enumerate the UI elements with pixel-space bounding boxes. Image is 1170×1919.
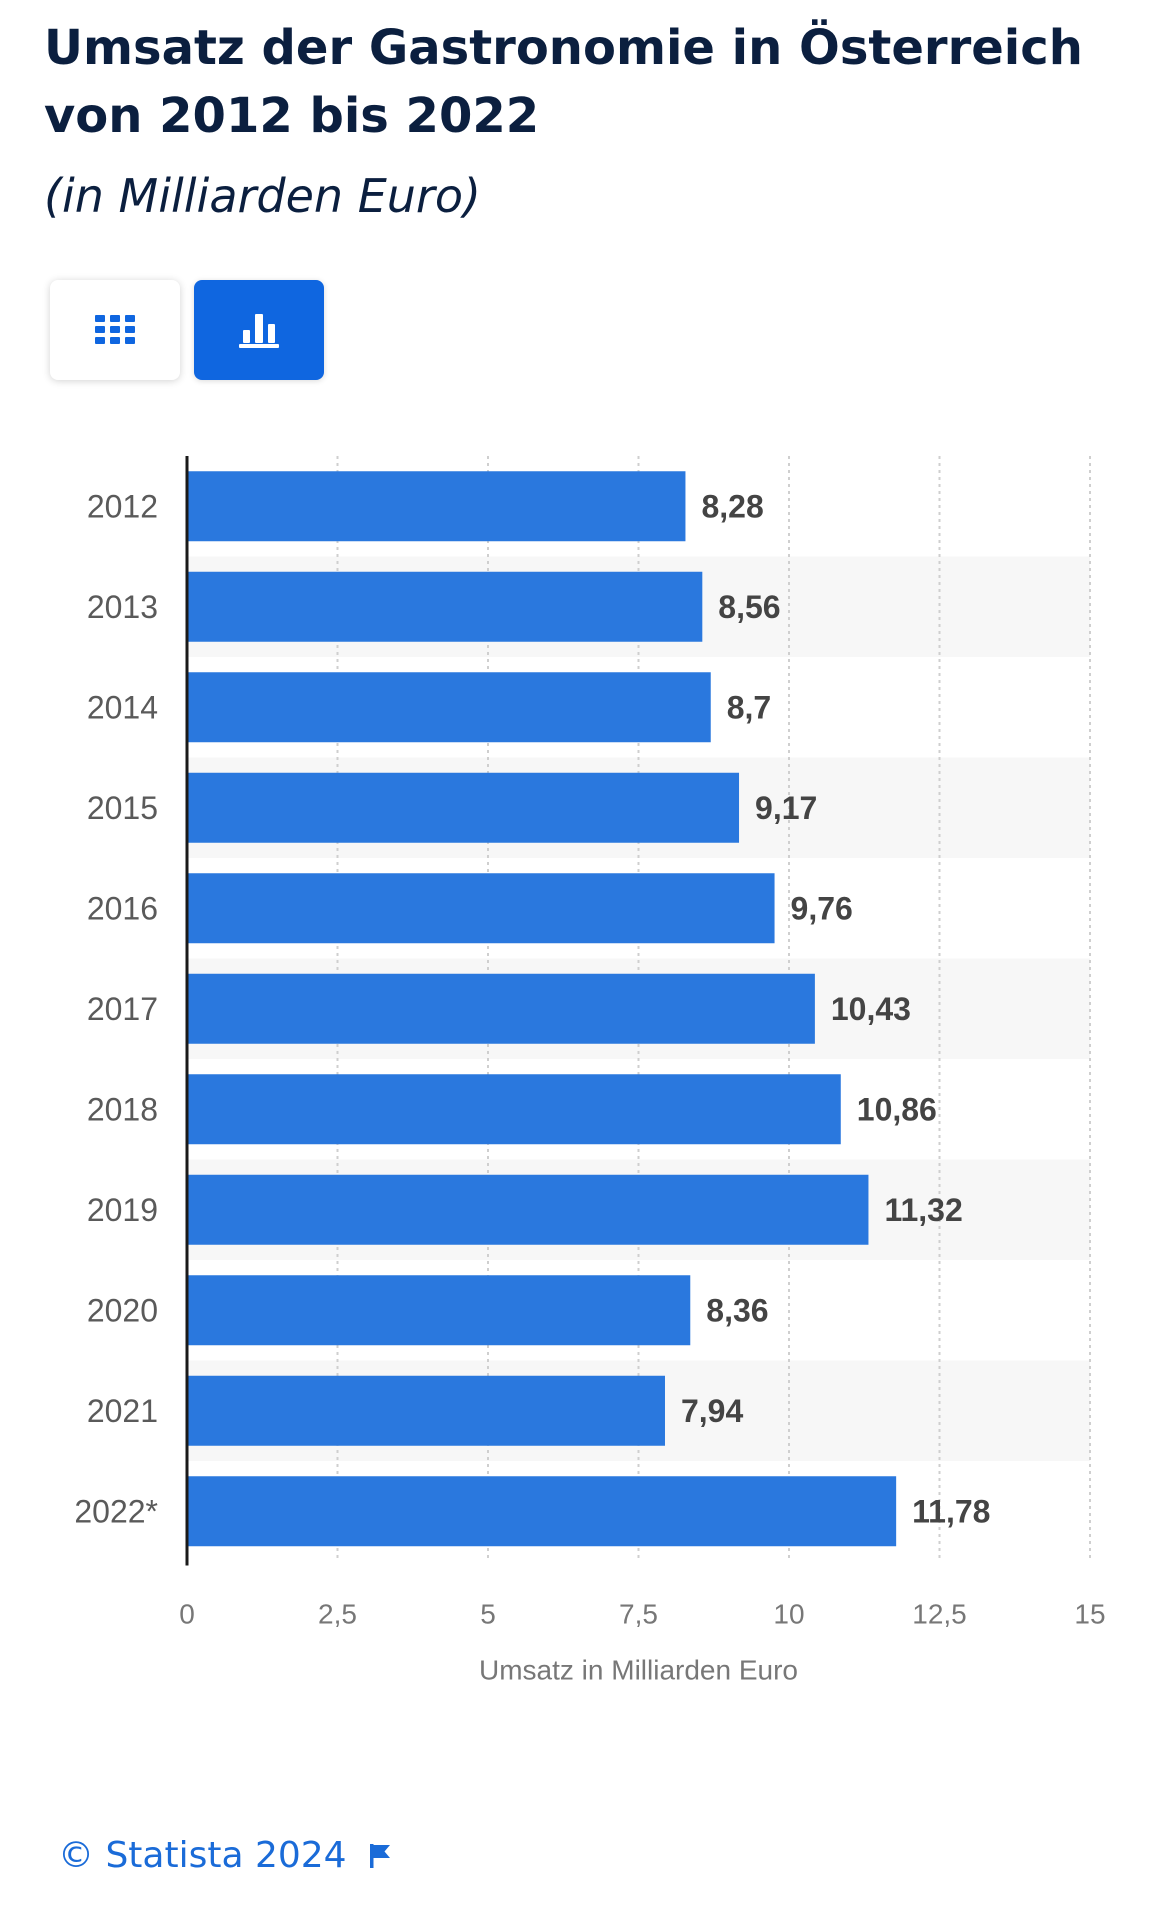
table-view-button[interactable] [50, 280, 180, 380]
statista-credit-link[interactable]: © Statista 2024 [58, 1835, 391, 1876]
bar [187, 1476, 897, 1547]
value-label: 9,17 [755, 790, 817, 826]
bar [187, 772, 740, 843]
bar [187, 1174, 869, 1245]
bar-chart-icon [239, 314, 279, 348]
category-label: 2017 [87, 991, 158, 1027]
category-label: 2022* [74, 1493, 158, 1529]
grid-icon [95, 315, 135, 344]
value-label: 8,7 [727, 689, 771, 725]
value-label: 10,43 [831, 991, 911, 1027]
category-label: 2019 [87, 1192, 158, 1228]
value-label: 11,78 [912, 1493, 990, 1529]
bar [187, 1275, 691, 1346]
bar [187, 873, 775, 944]
value-label: 11,32 [884, 1192, 962, 1228]
x-tick-label: 7,5 [619, 1599, 658, 1630]
category-label: 2015 [87, 790, 158, 826]
category-label: 2018 [87, 1091, 158, 1127]
value-label: 9,76 [791, 890, 853, 926]
category-label: 2013 [87, 589, 158, 625]
value-label: 8,36 [706, 1292, 768, 1328]
category-label: 2014 [87, 689, 158, 725]
bar-chart: 8,28 2012 8,56 2013 8,7 2014 9,17 2015 9,76 2016 1… [74, 456, 1106, 1686]
x-axis-title: Umsatz in Milliarden Euro [479, 1655, 798, 1686]
chart-view-button[interactable] [194, 280, 324, 380]
x-tick-label: 10 [773, 1599, 804, 1630]
chart-subtitle: (in Milliarden Euro) [44, 169, 481, 223]
category-label: 2012 [87, 488, 158, 524]
category-label: 2021 [87, 1393, 158, 1429]
x-tick-label: 5 [480, 1599, 496, 1630]
value-label: 7,94 [681, 1393, 743, 1429]
bar [187, 1375, 665, 1446]
bar [187, 471, 686, 542]
x-tick-label: 12,5 [912, 1599, 967, 1630]
bar [187, 672, 711, 743]
flag-icon [369, 1843, 390, 1868]
value-label: 8,28 [701, 488, 763, 524]
chart-area: 8,28 2012 8,56 2013 8,7 2014 9,17 2015 9,76 2016 1… [0, 456, 1170, 1716]
x-tick-label: 15 [1074, 1599, 1105, 1630]
bar [187, 571, 703, 642]
bar [187, 973, 815, 1044]
category-label: 2020 [87, 1292, 158, 1328]
chart-title: Umsatz der Gastronomie in Österreich von… [44, 20, 1083, 144]
value-label: 10,86 [857, 1091, 937, 1127]
x-tick-label: 0 [179, 1599, 195, 1630]
x-tick-label: 2,5 [318, 1599, 357, 1630]
value-label: 8,56 [718, 589, 780, 625]
copyright-text: © Statista 2024 [58, 1835, 347, 1876]
category-label: 2016 [87, 890, 158, 926]
bar [187, 1074, 841, 1145]
